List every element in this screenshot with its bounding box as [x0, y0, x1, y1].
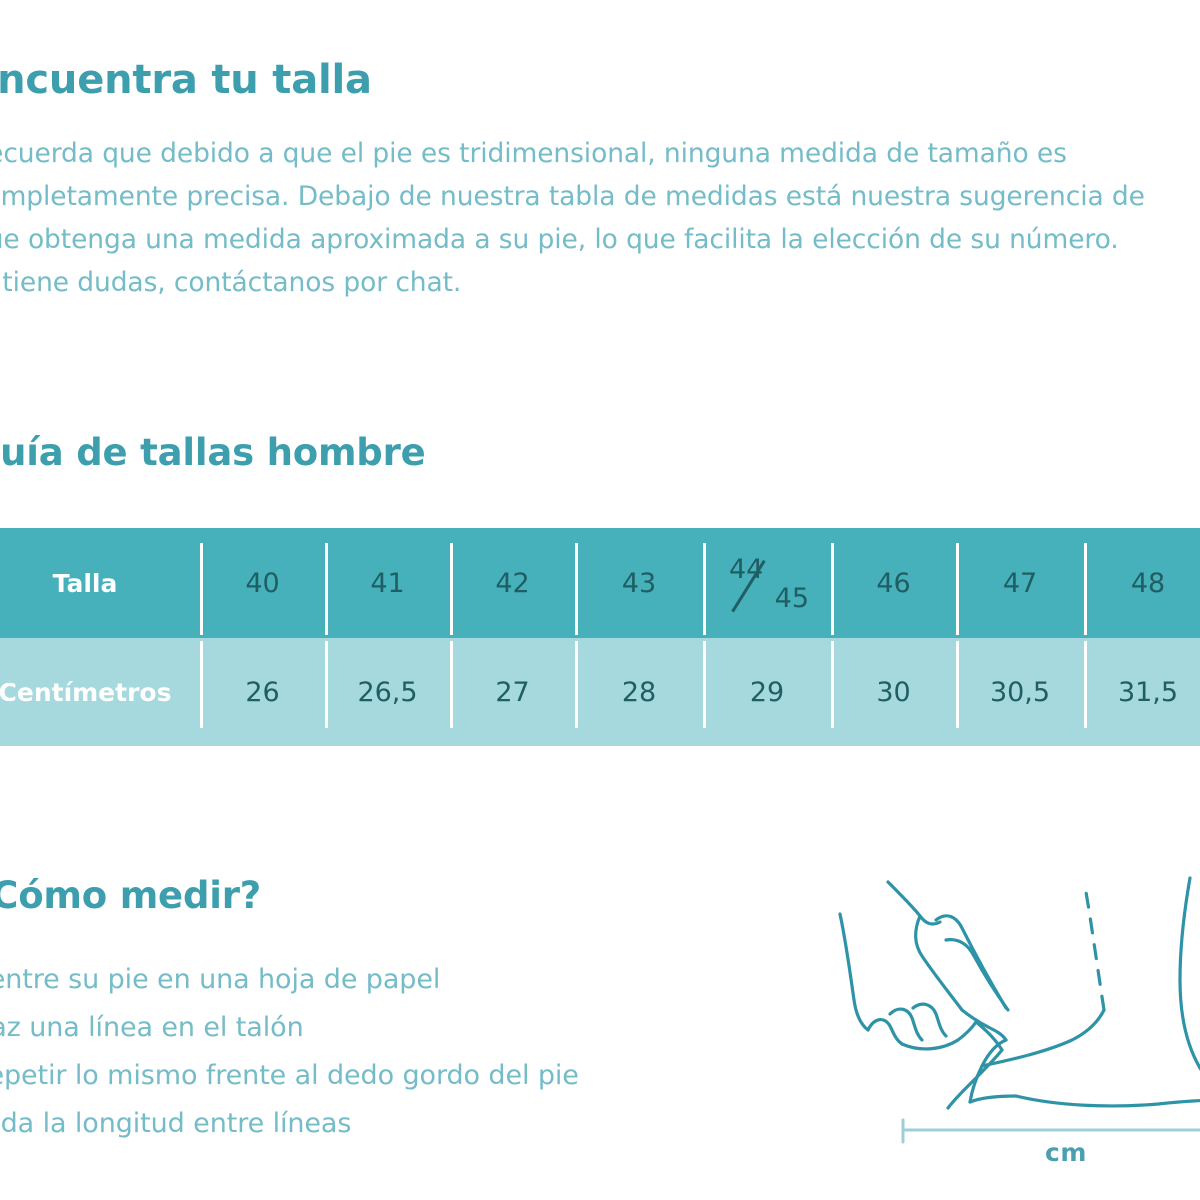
pencil-tip-edge-icon: [974, 1020, 1004, 1052]
find-your-size-section: Encuentra tu talla Recuerda que debido a…: [0, 58, 1200, 304]
index-finger-icon: [900, 1020, 978, 1051]
calf-back-icon: [1178, 876, 1200, 1070]
table-row-centimetros: Centímetros 26 26,5 27 28 29 30 30,5 31,…: [0, 638, 1200, 746]
table-cell-cm-46: 30: [831, 638, 956, 746]
measure-steps-list: Centre su pie en una hoja de papel Haz u…: [0, 956, 750, 1148]
shin-front-dashed-icon: [1084, 890, 1106, 1012]
how-to-measure-section: ¿Cómo medir? Centre su pie en una hoja d…: [0, 874, 750, 1148]
size-chart-table: Talla 40 41 42 43 44 45 46 47 48 Centíme…: [0, 528, 1200, 746]
how-to-measure-title: ¿Cómo medir?: [0, 874, 262, 917]
table-cell-cm-47: 30,5: [956, 638, 1084, 746]
page-title: Encuentra tu talla: [0, 57, 372, 103]
split-cell-inner: 44 45: [703, 528, 831, 638]
table-cell-talla-47: 47: [956, 528, 1084, 638]
cm-unit-label: cm: [1045, 1138, 1087, 1167]
table-cell-cm-42: 27: [450, 638, 575, 746]
thumb-icon: [886, 880, 942, 926]
table-cell-talla-48: 48: [1084, 528, 1200, 638]
list-item: Haz una línea en el talón: [0, 1011, 304, 1043]
hand-upper-contour-icon: [914, 914, 964, 1012]
table-cell-talla-41: 41: [325, 528, 450, 638]
pencil-right-edge-icon: [944, 938, 1010, 1012]
finger-three-icon: [911, 1002, 948, 1038]
list-item: Centre su pie en una hoja de papel: [0, 963, 441, 995]
table-cell-talla-44-45: 44 45: [703, 528, 831, 638]
size-guide-heading-section: Guía de tallas hombre: [0, 431, 1200, 475]
table-cell-talla-42: 42: [450, 528, 575, 638]
table-cell-talla-43: 43: [575, 528, 703, 638]
table-row-talla: Talla 40 41 42 43 44 45 46 47 48: [0, 528, 1200, 638]
foot-measuring-illustration: [810, 868, 1200, 1200]
drawn-line-icon: [946, 1048, 1004, 1110]
talla-45-value: 45: [774, 583, 809, 614]
finger-two-icon: [888, 1007, 924, 1042]
foot-sole-icon: [1014, 1094, 1200, 1108]
table-cell-cm-43: 28: [575, 638, 703, 746]
hand-back-edge-icon: [838, 912, 870, 1032]
row-label-talla: Talla: [52, 568, 118, 598]
row-label-centimetros: Centímetros: [0, 677, 172, 707]
finger-one-icon: [866, 1018, 904, 1046]
table-cell-cm-44-45: 29: [703, 638, 831, 746]
size-guide-title: Guía de tallas hombre: [0, 431, 426, 474]
table-cell-cm-41: 26,5: [325, 638, 450, 746]
table-cell-cm-40: 26: [200, 638, 325, 746]
table-cell-talla-46: 46: [831, 528, 956, 638]
list-item: Mida la longitud entre líneas: [0, 1107, 352, 1139]
measurement-line-icon: [901, 1118, 1200, 1144]
table-cell-cm-48: 31,5: [1084, 638, 1200, 746]
table-cell-talla-40: 40: [200, 528, 325, 638]
intro-paragraph: Recuerda que debido a que el pie es trid…: [0, 137, 1145, 298]
list-item: Repetir lo mismo frente al dedo gordo de…: [0, 1059, 579, 1091]
toe-underside-icon: [968, 1094, 1018, 1104]
foot-top-arch-icon: [980, 1008, 1106, 1068]
foot-illustration-svg: [838, 876, 1200, 1144]
pencil-tip-icon: [960, 1008, 1008, 1042]
